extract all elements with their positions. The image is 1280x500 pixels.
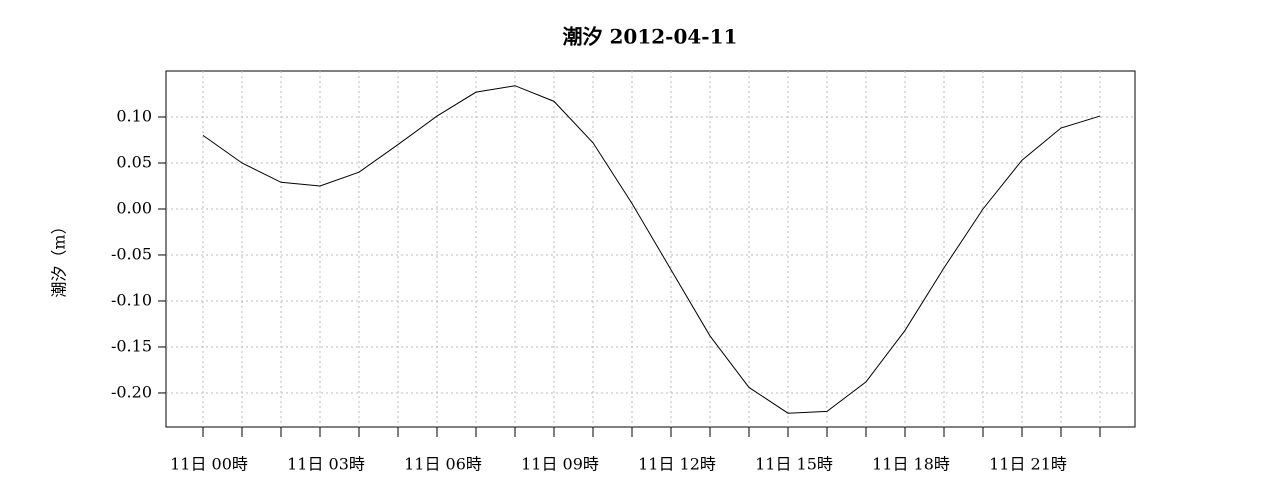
y-tick-label: -0.15 <box>111 336 152 355</box>
x-tick-label: 11日 00時 <box>170 455 248 474</box>
x-tick-label: 11日 12時 <box>638 455 716 474</box>
y-tick-label: 0.05 <box>116 152 152 171</box>
y-tick-label: 0.10 <box>116 106 152 125</box>
x-tick-label: 11日 06時 <box>404 455 482 474</box>
y-tick-label: -0.10 <box>111 290 152 309</box>
x-tick-label: 11日 15時 <box>755 455 833 474</box>
x-tick-label: 11日 09時 <box>521 455 599 474</box>
y-tick-label: 0.00 <box>116 198 152 217</box>
y-tick-label: -0.20 <box>111 382 152 401</box>
x-tick-label: 11日 21時 <box>989 455 1067 474</box>
x-tick-label: 11日 03時 <box>287 455 365 474</box>
y-tick-label: -0.05 <box>111 244 152 263</box>
x-tick-label: 11日 18時 <box>872 455 950 474</box>
plot-frame <box>165 70 1136 428</box>
y-axis-label: 潮汐（m） <box>50 218 69 297</box>
chart-title: 潮汐 2012-04-11 <box>563 25 738 49</box>
data-line <box>202 85 1101 414</box>
